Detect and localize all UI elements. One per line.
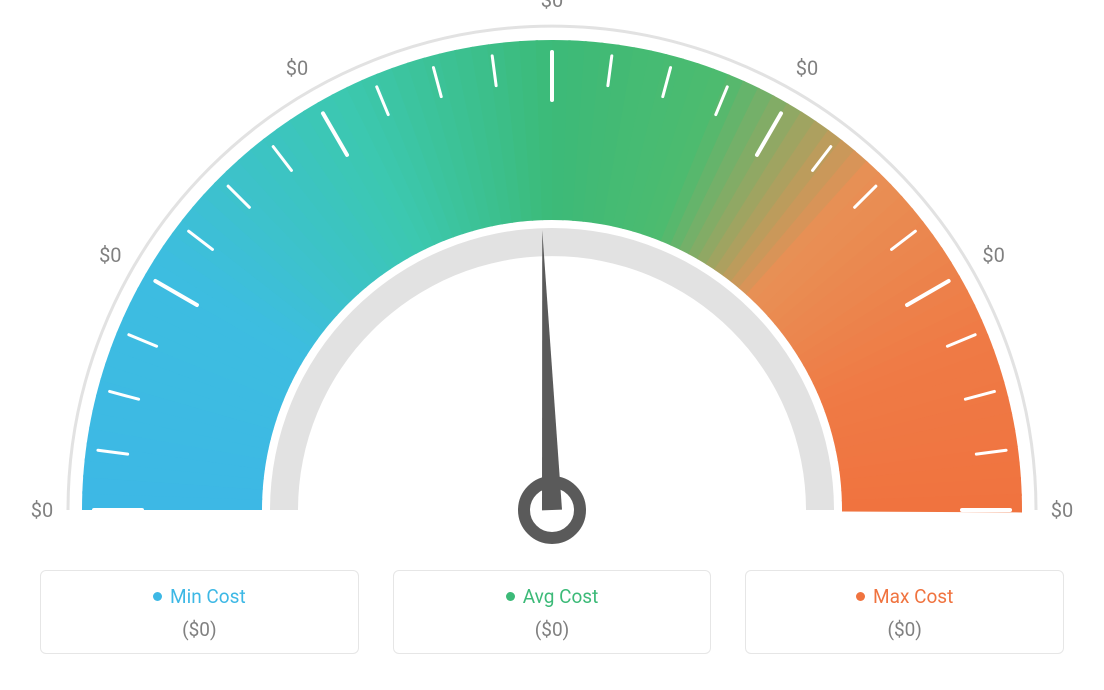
gauge-tick-label: $0 [1051,498,1073,522]
legend-value-avg: ($0) [535,618,569,641]
legend-dot-max [856,592,865,601]
legend-card-max: Max Cost ($0) [745,570,1064,654]
legend-card-avg: Avg Cost ($0) [393,570,712,654]
gauge-tick-label: $0 [99,243,121,267]
legend-label-min: Min Cost [170,585,246,608]
legend-label-avg: Avg Cost [523,585,599,608]
legend-label-max: Max Cost [873,585,953,608]
gauge-svg [0,0,1104,560]
legend-dot-min [153,592,162,601]
legend-row: Min Cost ($0) Avg Cost ($0) Max Cost ($0… [0,570,1104,654]
gauge-tick-label: $0 [286,56,308,80]
gauge-area: $0 $0 $0 $0 $0 $0 $0 [0,0,1104,560]
gauge-chart-container: $0 $0 $0 $0 $0 $0 $0 Min Cost ($0) Avg Cost ($… [0,0,1104,690]
legend-dot-avg [506,592,515,601]
legend-card-min: Min Cost ($0) [40,570,359,654]
legend-title-max: Max Cost [856,585,953,608]
gauge-tick-label: $0 [982,243,1004,267]
gauge-tick-label: $0 [31,498,53,522]
legend-title-min: Min Cost [153,585,246,608]
legend-title-avg: Avg Cost [506,585,599,608]
legend-value-min: ($0) [182,618,216,641]
legend-value-max: ($0) [887,618,921,641]
gauge-tick-label: $0 [796,56,818,80]
gauge-tick-label: $0 [541,0,563,12]
